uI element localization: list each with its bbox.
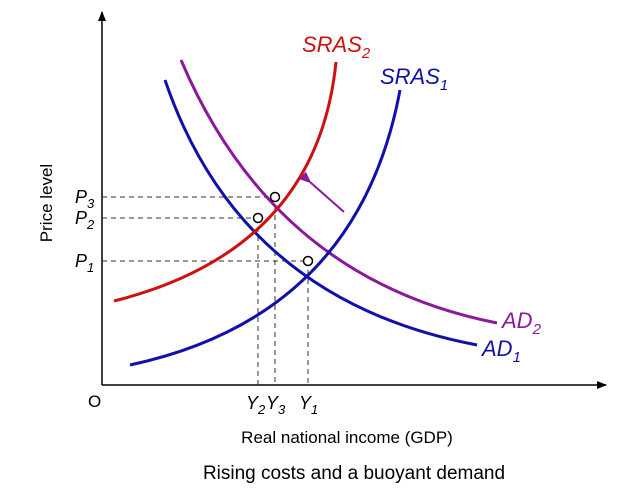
equilibrium-point-3 xyxy=(269,191,281,203)
ad2-curve xyxy=(179,59,498,325)
equilibrium-point-2 xyxy=(252,212,264,224)
diagram-caption: Rising costs and a buoyant demand xyxy=(203,463,505,484)
ad2-label: AD2 xyxy=(500,308,542,338)
p1-label: P1 xyxy=(75,251,94,275)
sras1-curve xyxy=(129,89,402,367)
x-axis-title: Real national income (GDP) xyxy=(241,428,453,447)
sras2-label: SRAS2 xyxy=(302,32,371,62)
shift-arrow xyxy=(299,171,345,213)
p2-label: P2 xyxy=(75,208,95,232)
guide-lines xyxy=(102,196,309,385)
equilibrium-point-1 xyxy=(302,255,314,267)
sras2-curve xyxy=(113,61,338,303)
origin-label: O xyxy=(88,392,101,411)
y1-label: Y1 xyxy=(299,393,318,417)
y3-label: Y3 xyxy=(266,393,286,417)
sras1-label: SRAS1 xyxy=(380,64,448,94)
p3-label: P3 xyxy=(75,187,95,211)
ad1-label: AD1 xyxy=(480,336,521,366)
y2-label: Y2 xyxy=(246,393,266,417)
ad1-curve xyxy=(163,79,478,347)
y-axis-title: Price level xyxy=(37,164,56,242)
